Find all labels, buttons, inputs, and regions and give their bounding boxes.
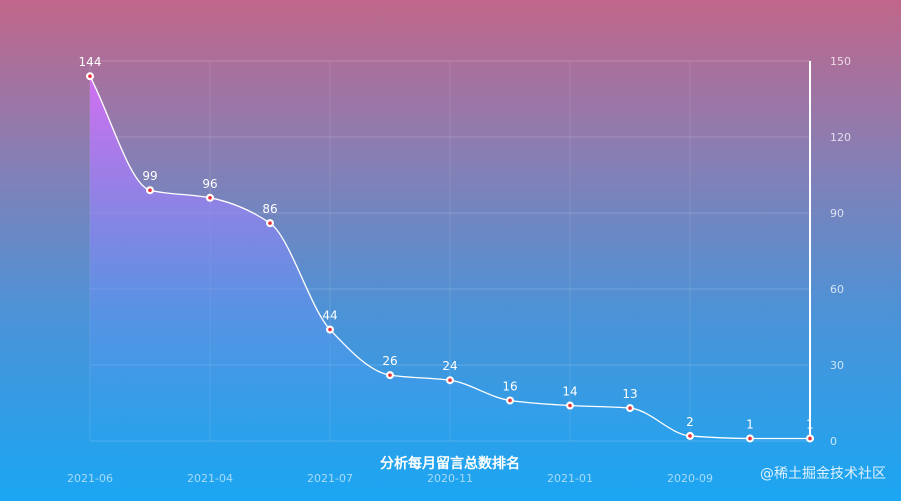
y-tick-label: 90: [830, 207, 844, 220]
y-tick-label: 120: [830, 131, 851, 144]
y-tick-label: 150: [830, 55, 851, 68]
data-label: 26: [382, 354, 397, 368]
data-label: 144: [79, 55, 102, 69]
data-label: 24: [442, 359, 457, 373]
x-tick-label: 2020-09: [667, 472, 713, 485]
x-tick-label: 2020-11: [427, 472, 473, 485]
y-tick-label: 60: [830, 283, 844, 296]
x-tick-label: 2021-01: [547, 472, 593, 485]
data-label: 2: [686, 415, 694, 429]
data-label: 1: [746, 417, 754, 431]
data-point-center: [448, 378, 452, 383]
area-layer: [89, 75, 810, 441]
data-point-center: [88, 74, 92, 78]
data-point-center: [148, 188, 152, 192]
area-fill: [90, 76, 810, 441]
data-point-center: [208, 196, 212, 200]
data-label: 1: [806, 417, 814, 431]
marker-layer: [86, 72, 814, 443]
data-point-center: [568, 403, 572, 408]
data-label: 99: [142, 169, 157, 183]
data-point-center: [688, 434, 692, 438]
data-point-center: [748, 436, 752, 441]
chart-title: 分析每月留言总数排名: [380, 455, 520, 472]
watermark: @稀土掘金技术社区: [760, 466, 886, 482]
y-tick-label: 0: [830, 435, 837, 448]
data-point-center: [388, 373, 392, 377]
data-label: 13: [622, 387, 637, 401]
data-point-center: [328, 327, 332, 332]
x-tick-label: 2021-06: [67, 472, 113, 485]
series-line: [89, 75, 810, 440]
data-point-center: [508, 398, 512, 403]
x-tick-label: 2021-04: [187, 472, 233, 485]
data-point-center: [628, 406, 632, 410]
label-layer: 144 99 96 86 44 26 24 16 14 13 2 1 1: [79, 55, 814, 431]
y-tick-label: 30: [830, 359, 844, 372]
data-label: 16: [502, 379, 517, 393]
data-label: 86: [262, 202, 277, 216]
axis-layer: 0 30 60 90 120 150 2021-06 2021-04 2021-07 2020-1…: [67, 55, 851, 485]
data-point-center: [268, 221, 272, 225]
data-label: 44: [322, 309, 337, 323]
data-point-center: [808, 436, 812, 441]
data-label: 96: [202, 177, 217, 191]
x-tick-label: 2021-07: [307, 472, 353, 485]
data-label: 14: [562, 385, 577, 399]
